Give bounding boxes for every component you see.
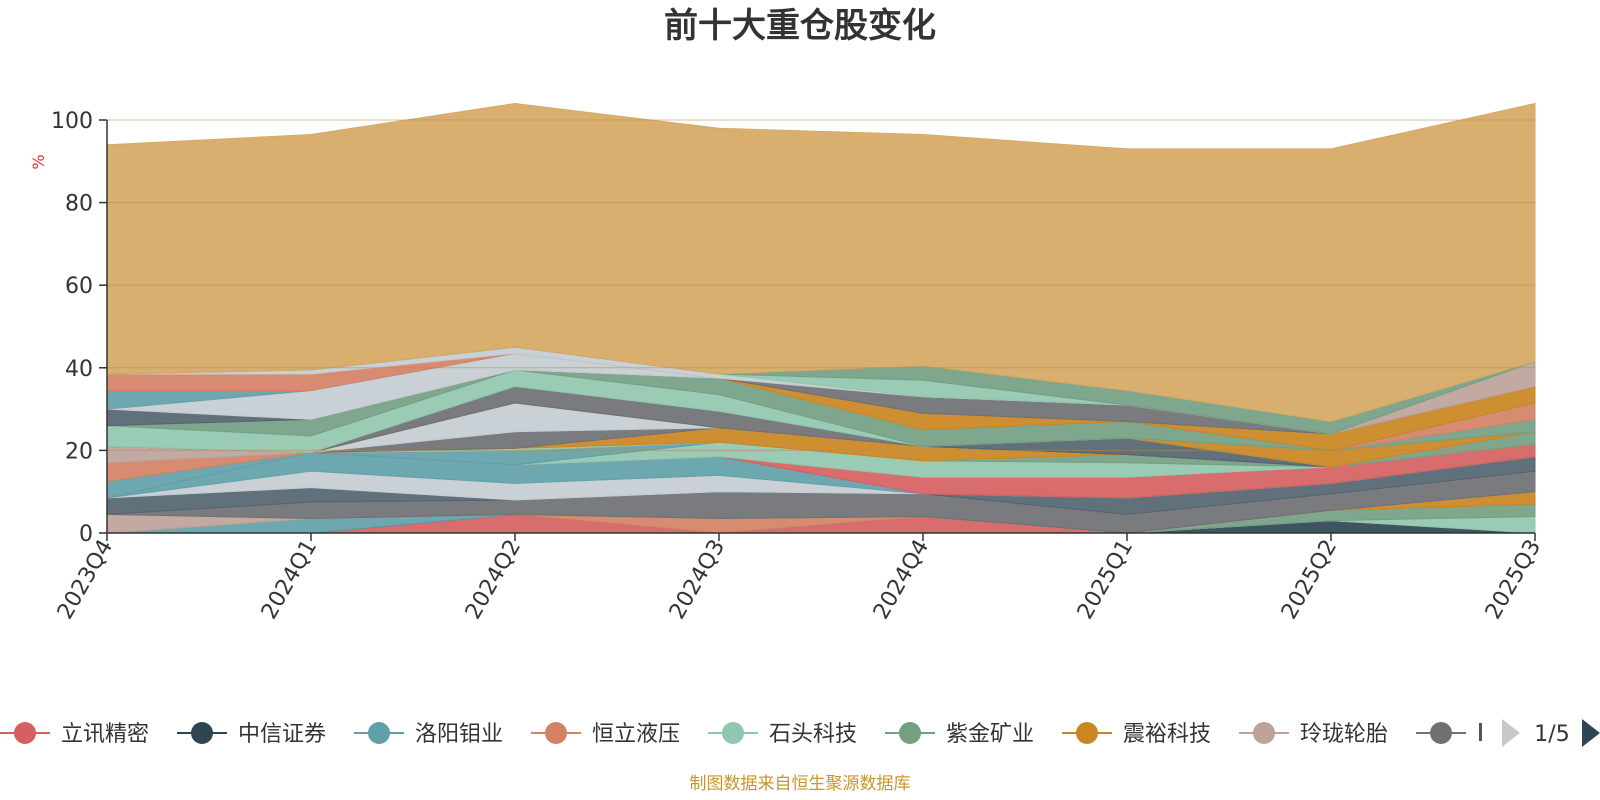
y-axis-unit-label: %	[29, 154, 48, 169]
legend-page-indicator: 1/5	[1534, 722, 1569, 747]
legend-label: 中信证券	[238, 722, 326, 747]
legend-marker	[14, 722, 36, 744]
y-tick-label: 100	[51, 109, 93, 134]
legend-marker	[1076, 722, 1098, 744]
x-tick-label: 2025Q2	[1277, 536, 1342, 624]
legend-marker	[899, 722, 921, 744]
legend-item[interactable]: 恒立液压	[531, 722, 680, 747]
y-tick-label: 80	[65, 192, 93, 217]
x-tick-label: 2024Q3	[665, 536, 730, 624]
x-tick-label: 2024Q4	[869, 536, 934, 624]
chart-title: 前十大重仓股变化	[664, 6, 936, 46]
y-tick-label: 40	[65, 357, 93, 382]
y-tick-label: 60	[65, 274, 93, 299]
y-tick-label: 0	[79, 522, 93, 547]
y-tick-label: 20	[65, 439, 93, 464]
x-tick-label: 2025Q1	[1073, 536, 1138, 624]
legend-label: 恒立液压	[592, 722, 680, 747]
x-tick-label: 2024Q1	[257, 536, 322, 624]
legend-marker	[1430, 722, 1452, 744]
legend-item[interactable]: 震裕科技	[1062, 722, 1211, 747]
legend[interactable]: 立讯精密 中信证券 洛阳钼业 恒立液压 石头科技 紫金矿业 震裕科技 玲珑轮胎 1/5	[0, 719, 1600, 747]
legend-label: 洛阳钼业	[415, 722, 503, 747]
legend-item[interactable]: 中信证券	[177, 722, 326, 747]
area-series-group	[106, 102, 1536, 534]
legend-marker	[722, 722, 744, 744]
legend-label-fragment	[1479, 723, 1482, 741]
x-tick-label: 2023Q4	[53, 536, 118, 624]
legend-label: 紫金矿业	[946, 722, 1034, 747]
legend-marker	[545, 722, 567, 744]
legend-item[interactable]: 玲珑轮胎	[1239, 722, 1388, 747]
grid-lines	[107, 119, 1535, 451]
legend-item[interactable]: 立讯精密	[0, 722, 149, 747]
legend-next-icon[interactable]	[1582, 719, 1600, 747]
legend-marker	[191, 722, 213, 744]
data-source-note: 制图数据来自恒生聚源数据库	[690, 774, 911, 794]
legend-marker	[1253, 722, 1275, 744]
legend-item[interactable]: 石头科技	[708, 722, 857, 747]
legend-item[interactable]: 洛阳钼业	[354, 722, 503, 747]
legend-marker	[368, 722, 390, 744]
legend-prev-icon[interactable]	[1502, 719, 1520, 747]
legend-item[interactable]: 紫金矿业	[885, 722, 1034, 747]
x-tick-label: 2024Q2	[461, 536, 526, 624]
legend-label: 石头科技	[769, 722, 857, 747]
legend-item-truncated[interactable]	[1416, 722, 1482, 744]
legend-label: 立讯精密	[61, 722, 149, 747]
legend-label: 玲珑轮胎	[1300, 722, 1388, 747]
x-tick-label: 2025Q3	[1481, 536, 1546, 624]
legend-label: 震裕科技	[1123, 722, 1211, 747]
